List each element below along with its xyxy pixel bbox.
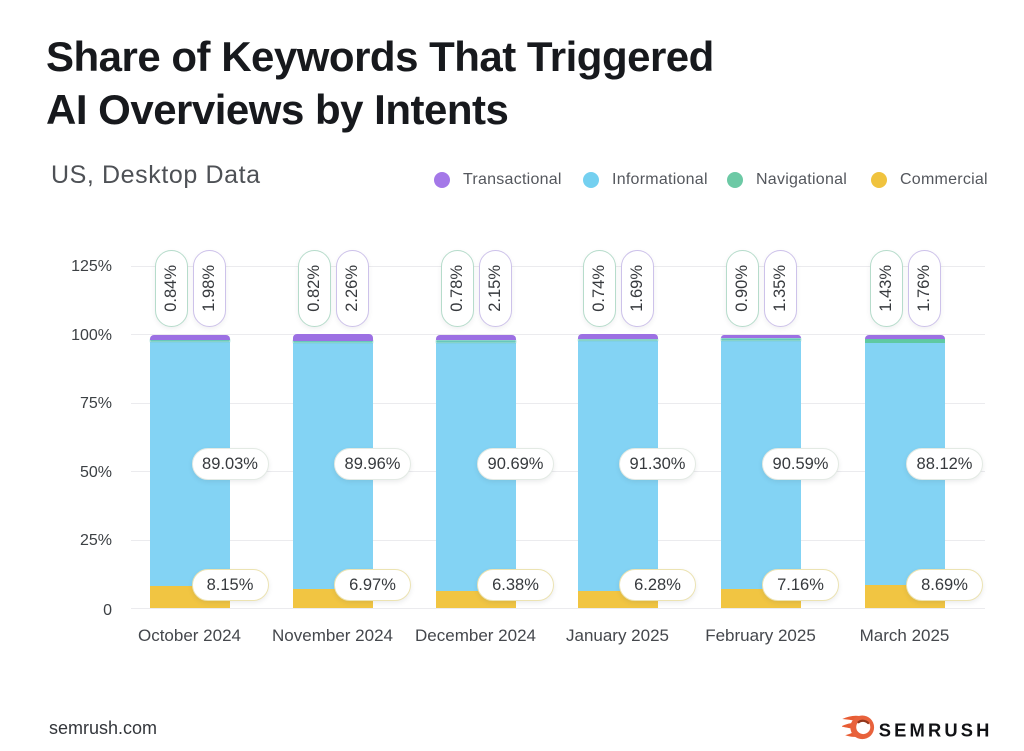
svg-text:SEMRUSH: SEMRUSH (879, 719, 993, 740)
